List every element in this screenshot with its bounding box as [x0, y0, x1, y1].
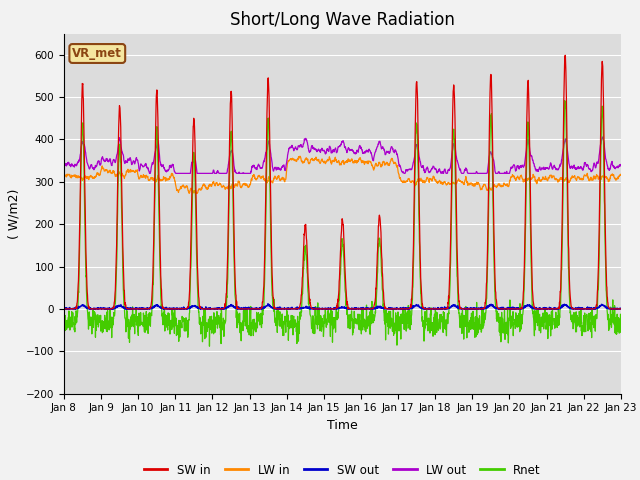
Rnet	[561, 98, 568, 104]
Legend: SW in, LW in, SW out, LW out, Rnet: SW in, LW in, SW out, LW out, Rnet	[139, 459, 546, 480]
LW out	[371, 150, 379, 156]
LW out	[60, 164, 68, 169]
LW out	[504, 170, 512, 176]
LW in	[617, 171, 625, 177]
SW out	[584, 304, 591, 310]
LW in	[359, 159, 367, 165]
Line: LW out: LW out	[64, 137, 621, 173]
Line: Rnet: Rnet	[64, 101, 621, 346]
Rnet	[584, 322, 591, 328]
LW out	[568, 163, 575, 169]
X-axis label: Time: Time	[327, 419, 358, 432]
LW in	[60, 172, 68, 178]
Rnet	[504, 340, 512, 346]
SW in	[359, 306, 367, 312]
SW out	[617, 306, 625, 312]
SW in	[371, 300, 379, 305]
SW in	[561, 52, 569, 58]
Line: SW out: SW out	[64, 304, 621, 309]
LW out	[584, 162, 591, 168]
LW in	[193, 191, 200, 196]
LW out	[617, 162, 625, 168]
SW in	[617, 306, 625, 312]
Rnet	[568, 318, 576, 324]
SW in	[568, 305, 576, 311]
LW out	[146, 170, 154, 176]
Text: VR_met: VR_met	[72, 47, 122, 60]
SW out	[357, 306, 365, 312]
SW out	[264, 301, 272, 307]
LW in	[296, 153, 304, 159]
LW in	[568, 173, 576, 179]
SW out	[359, 305, 367, 311]
SW in	[233, 306, 241, 312]
SW out	[568, 306, 576, 312]
LW out	[359, 151, 367, 156]
SW out	[505, 306, 513, 312]
LW in	[216, 180, 223, 186]
LW out	[216, 170, 223, 176]
SW in	[504, 306, 512, 312]
Rnet	[60, 316, 68, 322]
Rnet	[359, 327, 367, 333]
SW out	[371, 305, 379, 311]
Line: SW in: SW in	[64, 55, 621, 309]
Line: LW in: LW in	[64, 156, 621, 193]
LW in	[371, 163, 379, 168]
SW in	[60, 306, 68, 312]
Rnet	[205, 343, 213, 349]
Rnet	[216, 324, 223, 329]
LW out	[598, 134, 606, 140]
SW out	[216, 306, 223, 312]
Title: Short/Long Wave Radiation: Short/Long Wave Radiation	[230, 11, 455, 29]
SW in	[216, 306, 223, 312]
LW in	[505, 184, 513, 190]
Rnet	[617, 317, 625, 323]
LW in	[584, 172, 591, 178]
Rnet	[371, 314, 379, 320]
Y-axis label: ( W/m2): ( W/m2)	[7, 189, 20, 239]
SW in	[584, 306, 591, 312]
SW out	[60, 306, 68, 312]
